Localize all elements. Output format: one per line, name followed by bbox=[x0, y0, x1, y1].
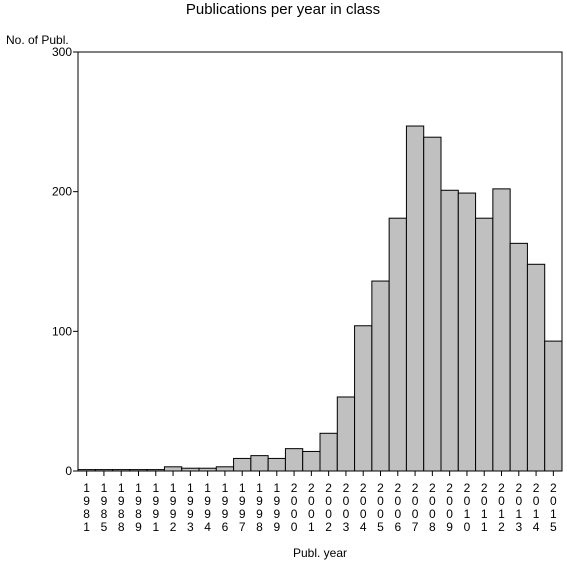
bar-2012 bbox=[492, 188, 511, 472]
bar-1998 bbox=[250, 455, 269, 472]
bar-2009 bbox=[440, 189, 459, 472]
x-ticks: 1 9 8 1 1 9 8 5 1 9 8 8 1 9 8 9 1 9 9 1 1 9 9 2 1 9 9 3 1 9 9 4 1 9 9 6 1 9 9 7… bbox=[83, 471, 557, 534]
chart-title: Publications per year in class bbox=[186, 1, 380, 18]
bar-2013 bbox=[509, 242, 528, 472]
bar-2000 bbox=[284, 448, 304, 472]
bar-1997 bbox=[233, 457, 252, 472]
axes-layer bbox=[77, 51, 563, 472]
bar-2007 bbox=[405, 125, 425, 472]
bar-2003 bbox=[336, 396, 356, 472]
y-tick-label: 100 bbox=[52, 324, 72, 338]
bar-2011 bbox=[475, 217, 494, 472]
plot-frame bbox=[77, 51, 563, 472]
y-tick-label: 200 bbox=[52, 185, 72, 199]
y-ticks: 0 100 200 300 bbox=[52, 45, 78, 478]
bar-1996 bbox=[215, 466, 235, 472]
bar-2006 bbox=[388, 217, 407, 472]
bar-2002 bbox=[319, 432, 338, 472]
bar-2008 bbox=[423, 136, 442, 472]
bars-layer bbox=[77, 125, 563, 472]
x-axis-label: Publ. year bbox=[293, 546, 347, 560]
y-tick-label: 0 bbox=[65, 464, 72, 478]
bar-2014 bbox=[526, 263, 546, 472]
bar-1999 bbox=[267, 457, 286, 472]
bar-2005 bbox=[371, 280, 390, 472]
bar-2010 bbox=[457, 192, 477, 472]
bar-2004 bbox=[354, 325, 373, 472]
y-axis-label: No. of Publ. bbox=[6, 33, 69, 47]
bar-2015 bbox=[544, 340, 563, 472]
bar-2001 bbox=[302, 450, 321, 472]
y-tick-label: 300 bbox=[52, 45, 72, 59]
bar-1992 bbox=[163, 466, 183, 472]
